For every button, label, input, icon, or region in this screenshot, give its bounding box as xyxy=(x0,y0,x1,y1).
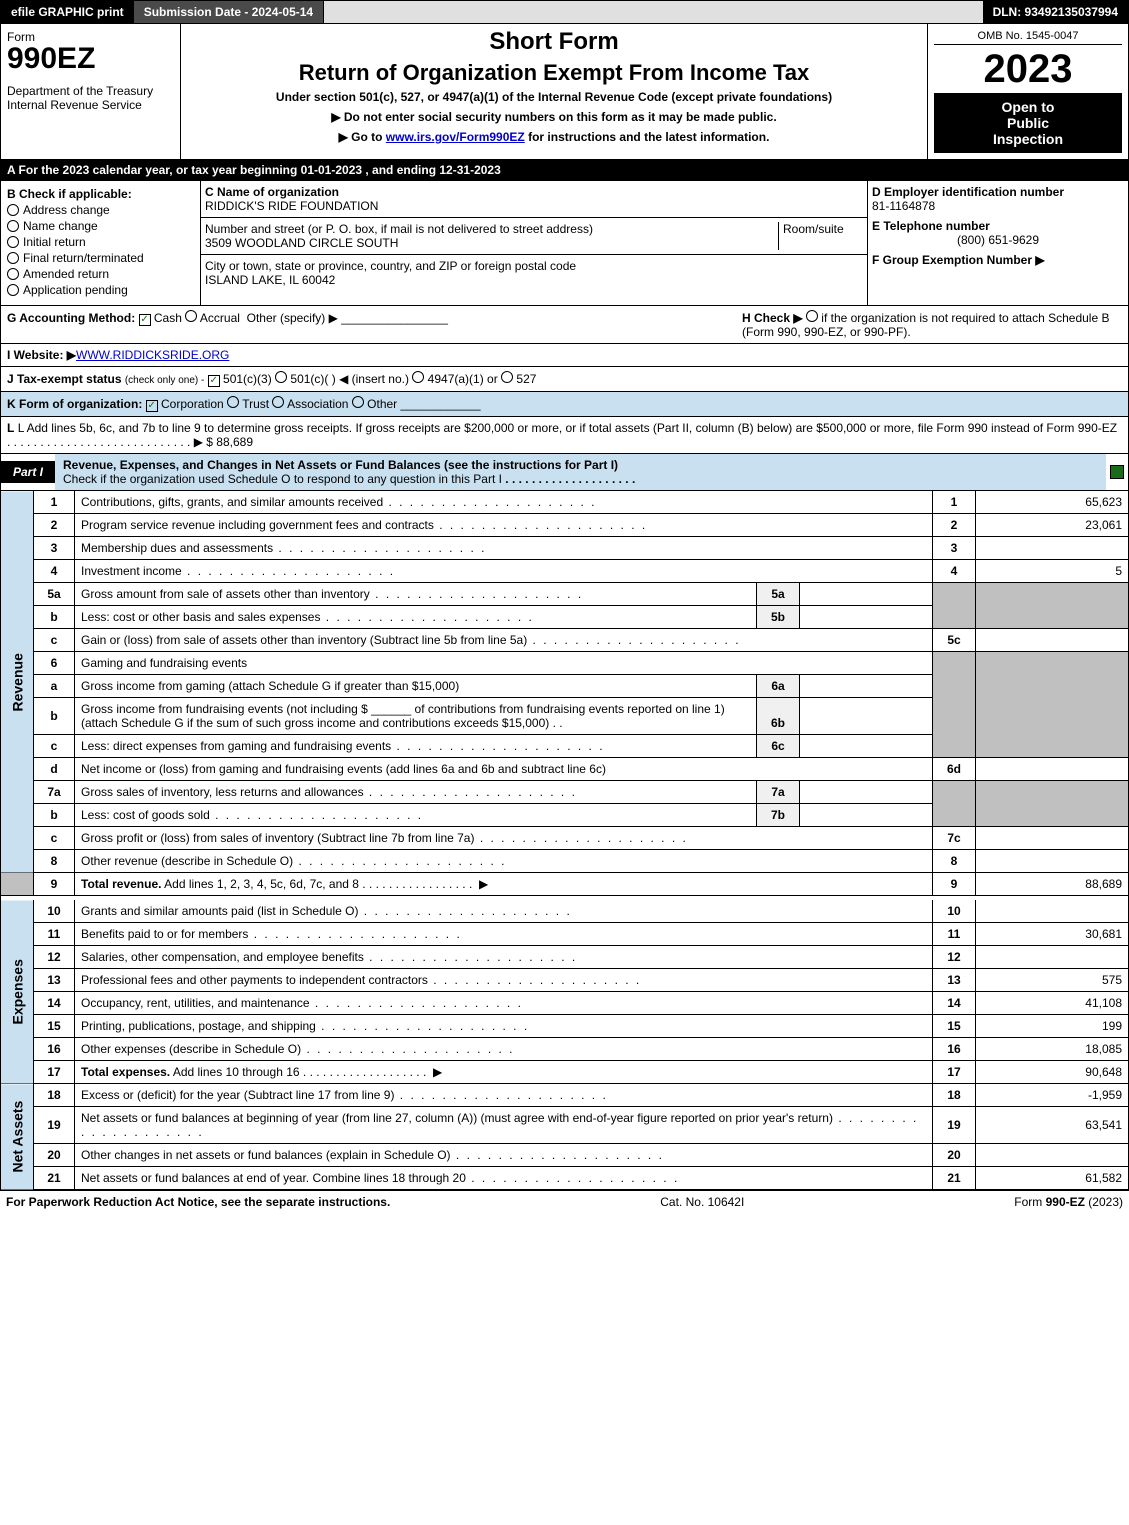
top-bar: efile GRAPHIC print Submission Date - 20… xyxy=(0,0,1129,24)
pending-check[interactable] xyxy=(7,284,19,296)
revenue-sidelabel: Revenue xyxy=(1,491,34,873)
header: Form 990EZ Department of the Treasury In… xyxy=(0,24,1129,160)
group-exemption: F Group Exemption Number ▶ xyxy=(872,253,1124,267)
header-right: OMB No. 1545-0047 2023 Open to Public In… xyxy=(928,24,1128,159)
part1-header: Part I Revenue, Expenses, and Changes in… xyxy=(0,454,1129,491)
line8-val xyxy=(976,850,1129,873)
line21-val: 61,582 xyxy=(976,1167,1129,1190)
part1-tab: Part I xyxy=(1,461,55,483)
assoc-check[interactable] xyxy=(272,396,284,408)
footer: For Paperwork Reduction Act Notice, see … xyxy=(0,1190,1129,1213)
line14-val: 41,108 xyxy=(976,992,1129,1015)
row-a: A For the 2023 calendar year, or tax yea… xyxy=(0,160,1129,181)
527-check[interactable] xyxy=(501,371,513,383)
return-title: Return of Organization Exempt From Incom… xyxy=(185,60,923,86)
netassets-sidelabel: Net Assets xyxy=(1,1084,34,1190)
tax-year: 2023 xyxy=(934,49,1122,89)
org-street: 3509 WOODLAND CIRCLE SOUTH xyxy=(205,236,398,250)
line9-val: 88,689 xyxy=(976,873,1129,896)
irs-label: Internal Revenue Service xyxy=(7,98,174,112)
footer-center: Cat. No. 10642I xyxy=(660,1195,744,1209)
short-form-title: Short Form xyxy=(185,28,923,56)
gh-row: G Accounting Method: Cash Accrual Other … xyxy=(0,306,1129,344)
trust-check[interactable] xyxy=(227,396,239,408)
section-bcdef: B Check if applicable: Address change Na… xyxy=(0,181,1129,306)
j-tax-status: J Tax-exempt status (check only one) - 5… xyxy=(0,367,1129,392)
h-checkbox[interactable] xyxy=(806,310,818,322)
line3-val xyxy=(976,537,1129,560)
footer-left: For Paperwork Reduction Act Notice, see … xyxy=(6,1195,390,1209)
line13-val: 575 xyxy=(976,969,1129,992)
org-city: ISLAND LAKE, IL 60042 xyxy=(205,273,335,287)
submission-label[interactable]: Submission Date - 2024-05-14 xyxy=(134,1,324,23)
header-center: Short Form Return of Organization Exempt… xyxy=(181,24,928,159)
501c-check[interactable] xyxy=(275,371,287,383)
goto-link: ▶ Go to www.irs.gov/Form990EZ for instru… xyxy=(185,130,923,144)
footer-right: Form 990-EZ (2023) xyxy=(1014,1195,1123,1209)
website-link[interactable]: WWW.RIDDICKSRIDE.ORG xyxy=(76,348,229,362)
name-change-check[interactable] xyxy=(7,220,19,232)
i-website: I Website: ▶WWW.RIDDICKSRIDE.ORG xyxy=(0,344,1129,367)
cash-check[interactable] xyxy=(139,314,151,326)
4947-check[interactable] xyxy=(412,371,424,383)
line4-val: 5 xyxy=(976,560,1129,583)
h-check: H Check ▶ if the organization is not req… xyxy=(742,310,1122,339)
gross-receipts: 88,689 xyxy=(216,435,253,449)
open-badge: Open to Public Inspection xyxy=(934,93,1122,153)
initial-check[interactable] xyxy=(7,236,19,248)
501c3-check[interactable] xyxy=(208,375,220,387)
l-row: L L Add lines 5b, 6c, and 7b to line 9 t… xyxy=(0,417,1129,454)
col-b: B Check if applicable: Address change Na… xyxy=(1,181,201,305)
line17-val: 90,648 xyxy=(976,1061,1129,1084)
line2-val: 23,061 xyxy=(976,514,1129,537)
line11-val: 30,681 xyxy=(976,923,1129,946)
form-number: 990EZ xyxy=(7,44,174,74)
amended-check[interactable] xyxy=(7,268,19,280)
dln-label: DLN: 93492135037994 xyxy=(983,1,1128,23)
b-label: B Check if applicable: xyxy=(7,187,194,201)
irs-link[interactable]: www.irs.gov/Form990EZ xyxy=(386,130,525,144)
addr-change-check[interactable] xyxy=(7,204,19,216)
line5c-val xyxy=(976,629,1129,652)
line10-val xyxy=(976,900,1129,923)
schedule-o-check[interactable] xyxy=(1110,465,1124,479)
expenses-sidelabel: Expenses xyxy=(1,900,34,1084)
header-left: Form 990EZ Department of the Treasury In… xyxy=(1,24,181,159)
col-c: C Name of organizationRIDDICK'S RIDE FOU… xyxy=(201,181,868,305)
dept-label: Department of the Treasury xyxy=(7,84,174,98)
final-check[interactable] xyxy=(7,252,19,264)
org-name: RIDDICK'S RIDE FOUNDATION xyxy=(205,199,378,213)
line19-val: 63,541 xyxy=(976,1107,1129,1144)
line15-val: 199 xyxy=(976,1015,1129,1038)
netassets-table: Net Assets 18Excess or (deficit) for the… xyxy=(0,1084,1129,1190)
omb-label: OMB No. 1545-0047 xyxy=(934,30,1122,45)
line1-val: 65,623 xyxy=(976,491,1129,514)
under-section: Under section 501(c), 527, or 4947(a)(1)… xyxy=(185,90,923,104)
part1-title: Revenue, Expenses, and Changes in Net As… xyxy=(55,454,1106,490)
efile-label[interactable]: efile GRAPHIC print xyxy=(1,1,134,23)
ssn-warning: ▶ Do not enter social security numbers o… xyxy=(185,110,923,124)
line6d-val xyxy=(976,758,1129,781)
col-d: D Employer identification number81-11648… xyxy=(868,181,1128,305)
k-row: K Form of organization: Corporation Trus… xyxy=(0,392,1129,417)
other-check[interactable] xyxy=(352,396,364,408)
phone-value: (800) 651-9629 xyxy=(872,233,1124,247)
expenses-table: Expenses 10Grants and similar amounts pa… xyxy=(0,900,1129,1084)
accrual-check[interactable] xyxy=(185,310,197,322)
line16-val: 18,085 xyxy=(976,1038,1129,1061)
g-accounting: G Accounting Method: Cash Accrual Other … xyxy=(7,310,742,339)
corp-check[interactable] xyxy=(146,400,158,412)
line7c-val xyxy=(976,827,1129,850)
revenue-table: Revenue 1Contributions, gifts, grants, a… xyxy=(0,491,1129,896)
line12-val xyxy=(976,946,1129,969)
line18-val: -1,959 xyxy=(976,1084,1129,1107)
ein-value: 81-1164878 xyxy=(872,199,935,213)
line20-val xyxy=(976,1144,1129,1167)
